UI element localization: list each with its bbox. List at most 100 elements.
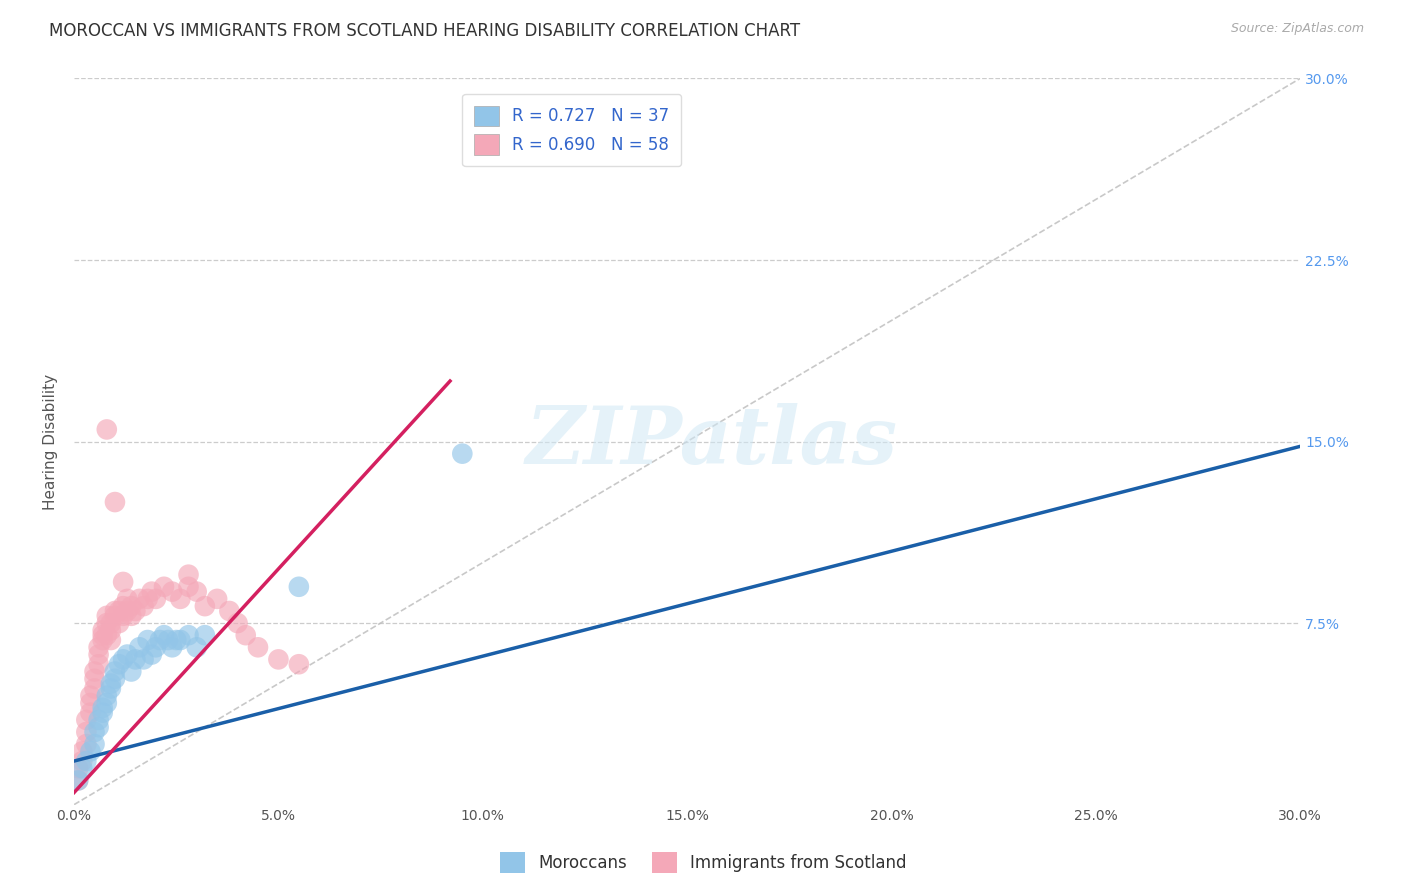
- Point: [100, 616, 122, 631]
- Point: [153, 628, 176, 642]
- Point: [177, 567, 200, 582]
- Point: [128, 591, 150, 606]
- Point: [165, 633, 187, 648]
- Point: [141, 648, 163, 662]
- Point: [83, 725, 105, 739]
- Point: [108, 604, 131, 618]
- Point: [108, 616, 131, 631]
- Point: [75, 725, 97, 739]
- Point: [149, 633, 172, 648]
- Point: [108, 657, 131, 672]
- Point: [160, 584, 183, 599]
- Point: [112, 599, 135, 614]
- Point: [79, 696, 101, 710]
- Point: [104, 608, 127, 623]
- Point: [267, 652, 290, 666]
- Point: [169, 591, 191, 606]
- Point: [100, 681, 122, 696]
- Point: [288, 657, 311, 672]
- Point: [75, 754, 97, 768]
- Point: [72, 761, 94, 775]
- Point: [83, 672, 105, 686]
- Point: [79, 689, 101, 703]
- Point: [145, 591, 167, 606]
- Point: [79, 744, 101, 758]
- Point: [104, 665, 127, 679]
- Point: [100, 676, 122, 690]
- Point: [67, 761, 90, 775]
- Point: [246, 640, 269, 655]
- Point: [67, 773, 90, 788]
- Point: [96, 616, 118, 631]
- Point: [104, 672, 127, 686]
- Point: [288, 580, 311, 594]
- Point: [83, 681, 105, 696]
- Point: [112, 574, 135, 589]
- Point: [218, 604, 240, 618]
- Point: [169, 633, 191, 648]
- Point: [124, 604, 146, 618]
- Point: [83, 737, 105, 751]
- Point: [120, 608, 142, 623]
- Point: [87, 657, 110, 672]
- Point: [87, 640, 110, 655]
- Point: [91, 624, 114, 638]
- Point: [160, 640, 183, 655]
- Point: [87, 648, 110, 662]
- Point: [115, 591, 138, 606]
- Point: [157, 633, 180, 648]
- Point: [136, 633, 159, 648]
- Point: [96, 422, 118, 436]
- Point: [91, 628, 114, 642]
- Point: [100, 633, 122, 648]
- Point: [205, 591, 228, 606]
- Point: [91, 706, 114, 720]
- Point: [91, 700, 114, 714]
- Point: [128, 640, 150, 655]
- Legend: R = 0.727   N = 37, R = 0.690   N = 58: R = 0.727 N = 37, R = 0.690 N = 58: [463, 94, 682, 167]
- Point: [75, 737, 97, 751]
- Text: MOROCCAN VS IMMIGRANTS FROM SCOTLAND HEARING DISABILITY CORRELATION CHART: MOROCCAN VS IMMIGRANTS FROM SCOTLAND HEA…: [49, 22, 800, 40]
- Point: [100, 624, 122, 638]
- Point: [136, 591, 159, 606]
- Point: [115, 604, 138, 618]
- Legend: Moroccans, Immigrants from Scotland: Moroccans, Immigrants from Scotland: [494, 846, 912, 880]
- Point: [194, 628, 217, 642]
- Point: [120, 665, 142, 679]
- Point: [96, 689, 118, 703]
- Point: [79, 706, 101, 720]
- Point: [194, 599, 217, 614]
- Text: Source: ZipAtlas.com: Source: ZipAtlas.com: [1230, 22, 1364, 36]
- Point: [104, 604, 127, 618]
- Point: [186, 640, 208, 655]
- Point: [177, 580, 200, 594]
- Point: [132, 599, 155, 614]
- Point: [115, 648, 138, 662]
- Point: [177, 628, 200, 642]
- Point: [145, 640, 167, 655]
- Point: [72, 744, 94, 758]
- Point: [67, 773, 90, 788]
- Y-axis label: Hearing Disability: Hearing Disability: [44, 374, 58, 509]
- Point: [451, 447, 474, 461]
- Text: ZIPatlas: ZIPatlas: [526, 403, 897, 480]
- Point: [104, 495, 127, 509]
- Point: [235, 628, 257, 642]
- Point: [186, 584, 208, 599]
- Point: [75, 713, 97, 727]
- Point: [141, 584, 163, 599]
- Point: [120, 599, 142, 614]
- Point: [87, 713, 110, 727]
- Point: [226, 616, 249, 631]
- Point: [124, 652, 146, 666]
- Point: [96, 628, 118, 642]
- Point: [112, 652, 135, 666]
- Point: [132, 652, 155, 666]
- Point: [96, 696, 118, 710]
- Point: [83, 665, 105, 679]
- Point: [72, 754, 94, 768]
- Point: [96, 608, 118, 623]
- Point: [91, 633, 114, 648]
- Point: [112, 608, 135, 623]
- Point: [153, 580, 176, 594]
